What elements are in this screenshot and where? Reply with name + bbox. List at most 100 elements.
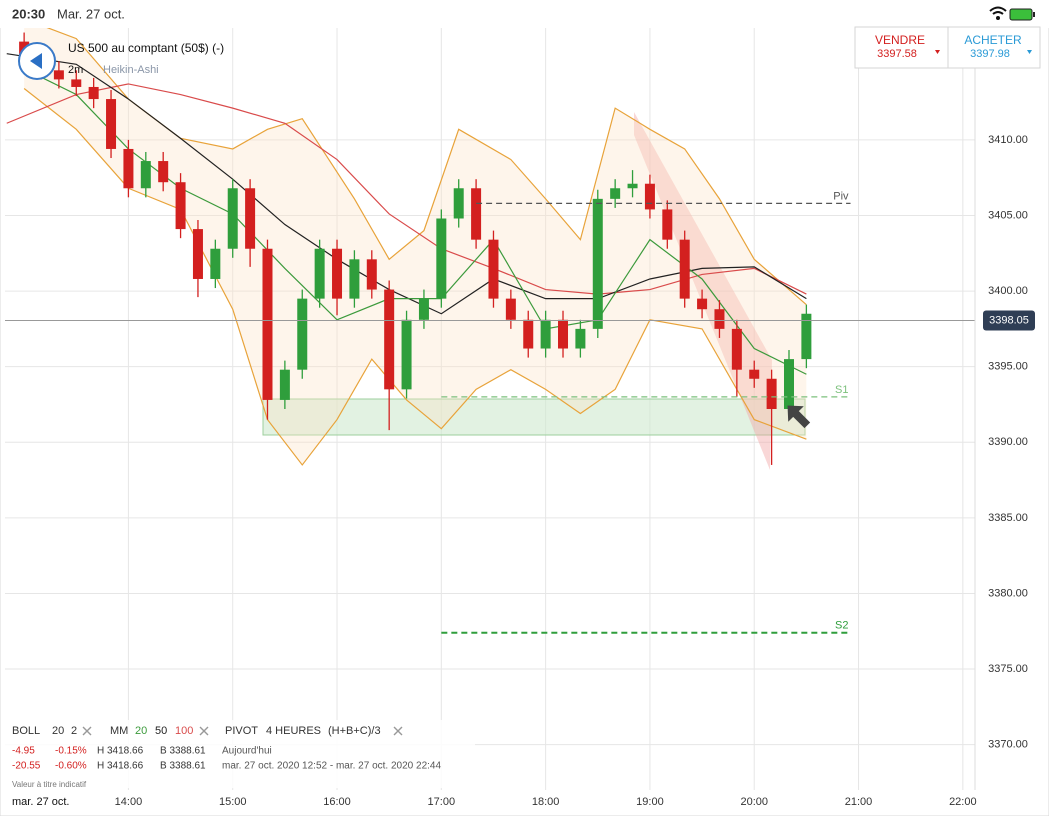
candle-body — [158, 161, 169, 183]
x-tick-label: 14:00 — [115, 796, 143, 808]
legend-low: B 3388.61 — [160, 746, 206, 757]
legend-panel — [5, 720, 475, 788]
y-tick-label: 3390.00 — [988, 436, 1028, 448]
candle-body — [349, 259, 360, 299]
x-tick-label: 17:00 — [428, 796, 456, 808]
last-price-box — [983, 310, 1035, 331]
pivot-label: Piv — [833, 190, 849, 202]
remove-mm[interactable] — [199, 726, 209, 736]
y-tick-label: 3395.00 — [988, 361, 1028, 373]
buy-price: 3397.98 — [970, 48, 1010, 60]
candle-body — [731, 328, 742, 370]
indicator-line — [6, 83, 807, 295]
candle-body — [384, 289, 395, 390]
status-date: Mar. 27 oct. — [57, 6, 125, 21]
y-tick-label: 3405.00 — [988, 209, 1028, 221]
trend-channel — [634, 112, 772, 470]
legend-rows: -4.95 -0.15% H 3418.66 B 3388.61 Aujourd'hui… — [12, 746, 441, 772]
legend-mm: MM — [110, 725, 128, 737]
buy-label: ACHETER — [964, 33, 1022, 47]
candle-body — [471, 188, 482, 240]
y-tick-label: 3375.00 — [988, 663, 1028, 675]
legend-pivot: PIVOT — [225, 725, 258, 737]
battery-icon — [1009, 8, 1035, 21]
candle-body — [644, 183, 655, 210]
legend-change: -4.95 — [12, 746, 35, 757]
legend-range: mar. 27 oct. 2020 12:52 - mar. 27 oct. 2… — [222, 761, 441, 772]
axis-date: mar. 27 oct. — [12, 796, 69, 808]
candle-body — [123, 148, 134, 189]
candle-body — [766, 378, 777, 409]
candle-body — [106, 99, 117, 149]
pivot-label: S2 — [835, 620, 848, 632]
indicative-note: Valeur à titre indicatif — [12, 780, 87, 789]
candle-body — [53, 70, 64, 80]
chart-style: Heikin-Ashi — [103, 64, 159, 76]
date-box — [5, 791, 75, 811]
candle-body — [418, 298, 429, 320]
candle-body — [714, 309, 725, 329]
candle-body — [175, 182, 186, 230]
candle-body — [71, 79, 82, 87]
y-tick-label: 3400.00 — [988, 285, 1028, 297]
candle-body — [436, 218, 447, 299]
sell-button[interactable]: VENDRE 3397.58 — [854, 26, 949, 69]
candle-body — [88, 86, 99, 100]
candle-body — [366, 259, 377, 290]
candle-body — [297, 298, 308, 370]
y-tick-label: 3410.00 — [988, 134, 1028, 146]
wifi-icon — [989, 6, 1007, 20]
candle-body — [401, 319, 412, 390]
legend-mm-100: 100 — [175, 725, 193, 737]
candle-body — [679, 239, 690, 299]
legend-mm-20: 20 — [135, 725, 147, 737]
candle-body — [192, 229, 203, 279]
indicator-line — [23, 68, 807, 375]
x-tick-label: 19:00 — [636, 796, 664, 808]
arrow-icon — [787, 405, 811, 429]
candle-body — [697, 298, 708, 310]
remove-boll[interactable] — [82, 726, 92, 736]
candle-body — [783, 359, 794, 409]
x-tick-label: 16:00 — [323, 796, 351, 808]
last-price-label: 3398.05 — [989, 314, 1029, 326]
candle-body — [592, 198, 603, 329]
y-tick-label: 3380.00 — [988, 587, 1028, 599]
candle-body — [610, 188, 621, 199]
candle-body — [245, 188, 256, 249]
indicator-line — [23, 88, 807, 466]
candle-body — [488, 239, 499, 299]
candle-body — [279, 369, 290, 400]
axes: 14:00 15:00 16:00 17:00 18:00 19:00 20:00 21:00… — [115, 134, 1035, 808]
indicator-line — [46, 28, 807, 306]
legend-high: H 3418.66 — [97, 746, 144, 757]
candle-body — [801, 313, 812, 360]
legend-mm-50: 50 — [155, 725, 167, 737]
status-bar — [0, 0, 1049, 28]
candle-body — [453, 188, 464, 219]
candle-body — [540, 319, 551, 349]
status-time: 20:30 — [12, 6, 45, 21]
x-tick-label: 18:00 — [532, 796, 560, 808]
x-tick-label: 21:00 — [845, 796, 873, 808]
sell-price: 3397.58 — [877, 48, 917, 60]
x-tick-label: 22:00 — [949, 796, 977, 808]
x-tick-label: 20:00 — [740, 796, 768, 808]
candle-body — [227, 188, 238, 249]
candle-body — [575, 328, 586, 349]
band-fill — [24, 28, 807, 465]
instrument-name: US 500 au comptant (50$) (-) — [68, 41, 224, 55]
candle-body — [210, 248, 221, 279]
grid — [5, 28, 975, 790]
remove-pivot[interactable] — [393, 726, 403, 736]
y-tick-label: 3370.00 — [988, 739, 1028, 751]
candle-body — [505, 298, 516, 320]
buy-button[interactable]: ACHETER 3397.98 — [947, 26, 1041, 69]
back-button[interactable] — [18, 42, 56, 80]
candle-body — [627, 183, 638, 189]
legend-pct: -0.15% — [55, 746, 87, 757]
interval: 2m — [68, 64, 83, 76]
legend-high: H 3418.66 — [97, 761, 144, 772]
candle-body — [140, 161, 151, 189]
